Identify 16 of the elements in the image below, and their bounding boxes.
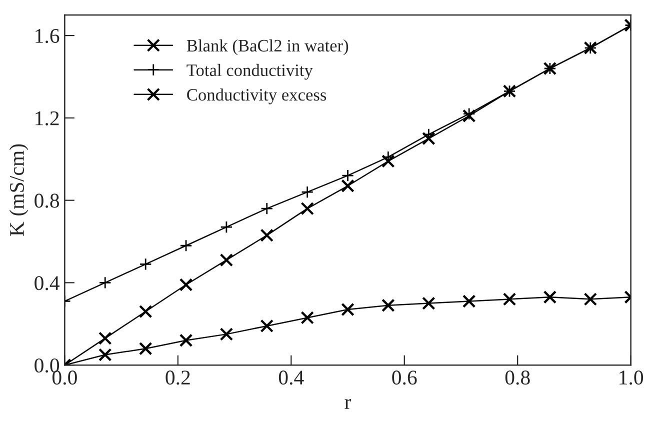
- y-tick-label: 1.2: [36, 111, 59, 126]
- x-tick-label: 0.6: [392, 370, 417, 385]
- y-tick-label: 0.8: [34, 194, 60, 208]
- legend-label: Blank (BaCl2 in water): [186, 39, 348, 56]
- legend-label: Total conductivity: [186, 64, 313, 80]
- x-tick-label: 1.0: [620, 370, 644, 385]
- y-tick-label: 0.0: [34, 358, 60, 373]
- x-tick-label: 0.0: [52, 370, 77, 385]
- x-tick-label: 0.2: [166, 370, 190, 385]
- x-tick-label: 0.4: [278, 370, 304, 385]
- y-axis-title: K (mS/cm): [9, 144, 28, 236]
- x-axis-title: r: [344, 399, 352, 409]
- y-tick-label: 1.6: [36, 28, 60, 44]
- x-tick-label: 0.8: [505, 370, 530, 385]
- y-tick-label: 0.4: [34, 276, 60, 290]
- legend-label: Conductivity excess: [187, 88, 326, 104]
